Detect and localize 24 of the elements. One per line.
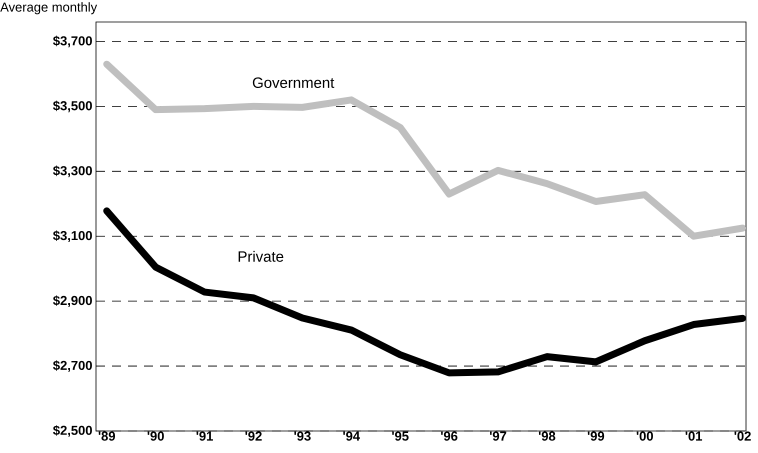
y-tick-label: $2,900: [53, 295, 92, 307]
x-tick-label: '92: [245, 432, 262, 441]
y-tick-label: $3,700: [53, 36, 92, 48]
x-tick-label: '02: [734, 432, 751, 441]
x-tick-label: '00: [636, 432, 653, 441]
text: Private: [238, 250, 284, 262]
y-tick-label: $3,300: [53, 166, 92, 178]
x-tick-label: '96: [441, 432, 458, 441]
series-label: Government: [252, 77, 334, 88]
x-tick-label: '91: [196, 432, 213, 441]
x-tick-label: '95: [392, 432, 409, 441]
x-tick-label: '98: [538, 432, 556, 441]
x-tick-label: '97: [490, 432, 506, 441]
x-tick-label: '89: [98, 432, 116, 441]
y-tick-label: $2,500: [53, 425, 92, 437]
x-tick-label: '93: [294, 432, 311, 441]
y-tick-label: $3,100: [53, 230, 92, 242]
x-tick-label: '99: [588, 432, 604, 441]
y-tick-label: $2,700: [53, 360, 92, 372]
x-tick-label: '90: [148, 432, 164, 441]
chart-title: Average monthly: [0, 2, 98, 14]
x-tick-label: '94: [343, 432, 360, 441]
x-tick-label: '01: [686, 432, 702, 441]
y-tick-label: $3,500: [53, 100, 92, 112]
